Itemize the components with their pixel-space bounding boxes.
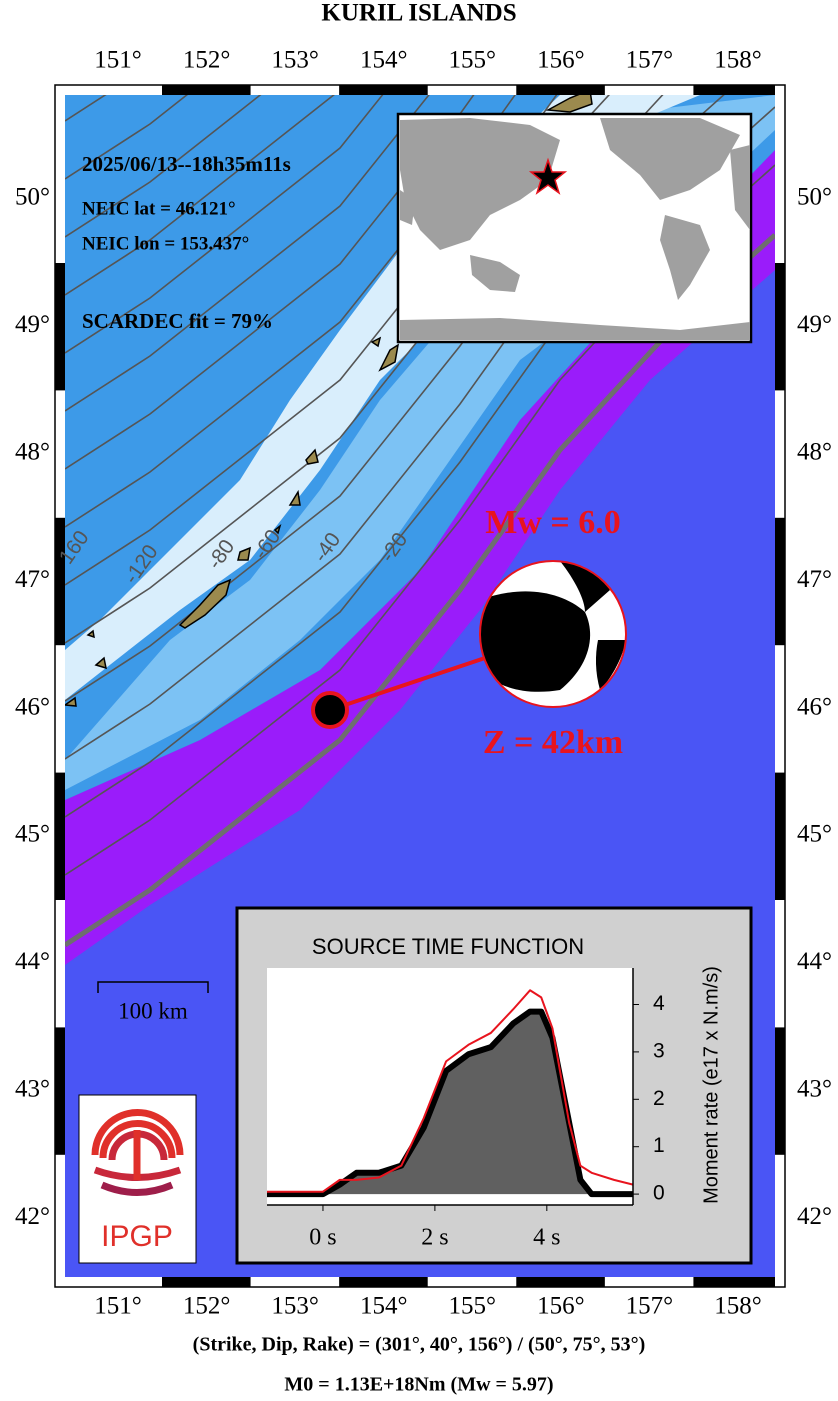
frame-segment (162, 1277, 251, 1287)
lon-label: 155° (449, 47, 497, 74)
logo-text: IPGP (101, 1220, 173, 1253)
lon-label: 152° (183, 47, 231, 74)
x-tick-label: 4 s (533, 1225, 560, 1251)
moment: M0 = 1.13E+18Nm (Mw = 5.97) (284, 1374, 553, 1396)
epicenter (311, 691, 349, 729)
frame-segment (693, 1277, 775, 1287)
x-tick-label: 0 s (309, 1225, 336, 1251)
frame-segment (516, 85, 605, 95)
scale-label: 100 km (118, 998, 188, 1023)
frame-segment (55, 1027, 65, 1155)
map-title: KURIL ISLANDS (321, 0, 516, 27)
lat-label: 43° (15, 1076, 50, 1103)
lon-label: 156° (537, 47, 585, 74)
lon-label: 157° (626, 47, 674, 74)
stf-panel: SOURCE TIME FUNCTION Moment rate (e17 x … (235, 906, 753, 1265)
lon-label: 158° (714, 1293, 762, 1320)
depth-contour (65, 95, 189, 180)
lon-label: 157° (626, 1293, 674, 1320)
frame-segment (516, 1277, 605, 1287)
frame-segment (339, 1277, 428, 1287)
frame-segment (693, 85, 775, 95)
x-tick-label: 2 s (421, 1225, 448, 1251)
frame-segment (55, 517, 65, 646)
stf-y-label: Moment rate (e17 x N.m/s) (700, 966, 722, 1204)
y-tick-label: 4 (653, 992, 665, 1015)
lat-label: 49° (797, 311, 832, 338)
stf-line (267, 1008, 633, 1198)
depth-contour (65, 95, 430, 412)
lat-label: 50° (797, 184, 832, 211)
lon-label: 152° (183, 1293, 231, 1320)
y-tick-label: 0 (653, 1182, 665, 1205)
depth-contour (65, 95, 384, 354)
magnitude: Mw = 6.0 (485, 504, 621, 541)
y-tick-label: 3 (653, 1039, 665, 1062)
lat-label: 47° (797, 566, 832, 593)
lon-label: 158° (714, 47, 762, 74)
frame-segment (55, 772, 65, 900)
frame-segment (775, 1027, 785, 1155)
lat-label: 44° (797, 948, 832, 975)
fit: SCARDEC fit = 79% (82, 309, 273, 333)
lon-label: 156° (537, 1293, 585, 1320)
lat-label: 50° (15, 184, 50, 211)
lat-label: 43° (797, 1076, 832, 1103)
lon-label: 153° (271, 47, 319, 74)
lat-label: 46° (797, 693, 832, 720)
lat-label: 49° (15, 311, 50, 338)
lat-label: 45° (15, 821, 50, 848)
depth: Z = 42km (483, 724, 623, 761)
depth-contour (65, 95, 262, 238)
event-lat: NEIC lat = 46.121° (82, 198, 236, 219)
event-lon: NEIC lon = 153.437° (82, 233, 249, 254)
lon-label: 154° (360, 1293, 408, 1320)
depth-contour (65, 95, 664, 702)
frame-segment (162, 85, 251, 95)
scale-bar: 100 km (97, 981, 209, 1023)
fault-planes: (Strike, Dip, Rake) = (301°, 40°, 156°) … (193, 1334, 646, 1356)
logo: IPGP (78, 1094, 197, 1264)
y-tick-label: 2 (653, 1087, 665, 1110)
lat-label: 42° (15, 1203, 50, 1230)
stf-area (267, 1011, 633, 1195)
frame-segment (775, 517, 785, 646)
lat-label: 42° (797, 1203, 832, 1230)
inset-world-map (396, 112, 753, 344)
lon-label: 154° (360, 47, 408, 74)
lat-label: 46° (15, 693, 50, 720)
frame-segment (775, 772, 785, 900)
frame-segment (55, 263, 65, 391)
origin-time: 2025/06/13--18h35m11s (82, 152, 291, 176)
y-tick-label: 1 (653, 1134, 665, 1157)
lon-label: 155° (449, 1293, 497, 1320)
frame-segment (339, 85, 428, 95)
lon-label: 153° (271, 1293, 319, 1320)
lat-label: 47° (15, 566, 50, 593)
lon-label: 151° (94, 1293, 142, 1320)
islands (65, 95, 593, 707)
beachball (479, 560, 627, 708)
lat-label: 48° (797, 439, 832, 466)
frame-segment (775, 263, 785, 391)
stf-title: SOURCE TIME FUNCTION (312, 934, 584, 959)
depth-contour (65, 95, 335, 296)
lon-label: 151° (94, 47, 142, 74)
lat-label: 44° (15, 948, 50, 975)
lat-label: 48° (15, 439, 50, 466)
stf-line (267, 989, 634, 1193)
epicenter-link (329, 656, 486, 712)
lat-label: 45° (797, 821, 832, 848)
